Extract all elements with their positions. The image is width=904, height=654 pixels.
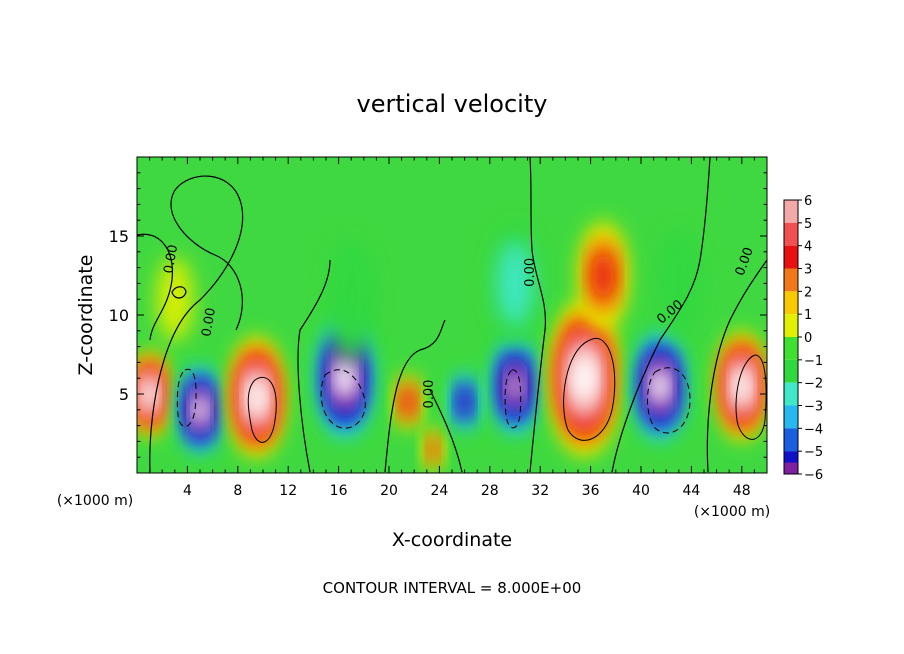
velocity-cell <box>633 326 686 447</box>
x-tick-label: 44 <box>682 483 700 499</box>
colorbar-label: −4 <box>804 422 823 437</box>
colorbar-label: 4 <box>804 240 812 255</box>
x-tick-label: 12 <box>279 483 297 499</box>
zero-contour-line <box>429 389 463 473</box>
x-tick-label: 28 <box>481 483 499 499</box>
contour-label: 0.00 <box>161 244 181 275</box>
velocity-cell <box>450 368 479 435</box>
colorbar-label: 2 <box>804 285 812 300</box>
colorbar-swatch <box>784 359 798 383</box>
velocity-field <box>137 221 766 471</box>
colorbar-swatch <box>784 268 798 292</box>
y-tick-label: 10 <box>109 306 129 325</box>
colorbar-swatch <box>784 382 798 406</box>
x-tick-label: 32 <box>531 483 549 499</box>
x-unit-left: (×1000 m) <box>57 493 133 509</box>
zero-contour-line <box>297 259 331 473</box>
colorbar-swatch <box>784 428 798 452</box>
velocity-cell <box>396 374 420 429</box>
colorbar-swatch <box>784 462 798 474</box>
colorbar-label: −3 <box>804 400 823 415</box>
colorbar-swatch <box>784 200 798 223</box>
colorbar-label: −1 <box>804 354 823 369</box>
negative-contour-line <box>320 369 366 429</box>
zero-contour-line <box>171 286 187 299</box>
velocity-cell <box>489 223 541 344</box>
chart-title: vertical velocity <box>357 90 548 118</box>
negative-contour-line <box>647 367 691 434</box>
velocity-cell <box>491 332 539 441</box>
velocity-cell <box>550 300 619 457</box>
x-tick-label: 40 <box>632 483 650 499</box>
x-tick-label: 36 <box>582 483 600 499</box>
velocity-cell <box>156 257 193 342</box>
velocity-cell <box>718 332 766 441</box>
colorbar-label: 6 <box>804 194 812 209</box>
colorbar-label: 1 <box>804 308 812 323</box>
colorbar-swatch <box>784 291 798 315</box>
colorbar-swatch <box>784 405 798 429</box>
zero-contour-line <box>384 319 446 473</box>
zero-contours <box>137 157 767 473</box>
colorbar: 6 5 4 3 2 1 0 −1 −2 −3 −4 −5 −6 <box>783 194 823 483</box>
x-tick-label: 4 <box>183 483 192 499</box>
velocity-cell <box>325 239 378 360</box>
colorbar-label: 0 <box>804 331 812 346</box>
colorbar-label: −6 <box>804 468 823 483</box>
x-axis-label: X-coordinate <box>392 529 512 551</box>
contour-label: 0.00 <box>422 380 437 409</box>
x-tick-label: 20 <box>380 483 398 499</box>
x-tick-label: 8 <box>233 483 242 499</box>
x-tick-label: 16 <box>330 483 348 499</box>
contour-interval-note: CONTOUR INTERVAL = 8.000E+00 <box>323 579 582 597</box>
colorbar-swatch <box>784 337 798 360</box>
zero-contour-line <box>611 157 711 473</box>
x-unit-right: (×1000 m) <box>694 504 770 520</box>
plot-area: 0.000.000.000.000.000.00 <box>137 157 767 473</box>
y-tick-label: 5 <box>119 385 129 404</box>
zero-contour-line <box>706 259 767 473</box>
velocity-cell <box>655 229 703 338</box>
x-tick-label: 48 <box>733 483 751 499</box>
y-axis-label: Z-coordinate <box>75 255 97 376</box>
negative-contour-line <box>504 369 522 429</box>
velocity-cell <box>424 428 443 471</box>
y-axis: 5 10 15 <box>109 172 767 458</box>
velocity-cell <box>230 337 283 458</box>
x-tick-label: 24 <box>430 483 448 499</box>
positive-contour-line <box>563 337 616 441</box>
zero-contour-line <box>529 157 547 473</box>
x-axis: 4 8 12 16 20 24 28 32 36 40 44 48 <box>149 157 755 499</box>
zero-contour-line <box>149 175 244 473</box>
colorbar-label: −5 <box>804 445 823 460</box>
colorbar-swatch <box>784 314 798 337</box>
positive-contour-line <box>735 354 767 440</box>
colorbar-swatch <box>784 222 798 246</box>
colorbar-label: 3 <box>804 263 812 278</box>
positive-contour-line <box>247 377 277 443</box>
colorbar-label: 5 <box>804 217 812 232</box>
colorbar-label: −2 <box>804 377 823 392</box>
zero-contour-line <box>137 233 173 341</box>
velocity-cell <box>179 361 221 458</box>
velocity-cell <box>579 221 627 330</box>
negative-contour-line <box>176 368 197 427</box>
contour-label: 0.00 <box>523 258 538 287</box>
colorbar-swatch <box>784 245 798 269</box>
y-tick-label: 15 <box>109 227 129 246</box>
contour-label: 0.00 <box>199 307 219 338</box>
